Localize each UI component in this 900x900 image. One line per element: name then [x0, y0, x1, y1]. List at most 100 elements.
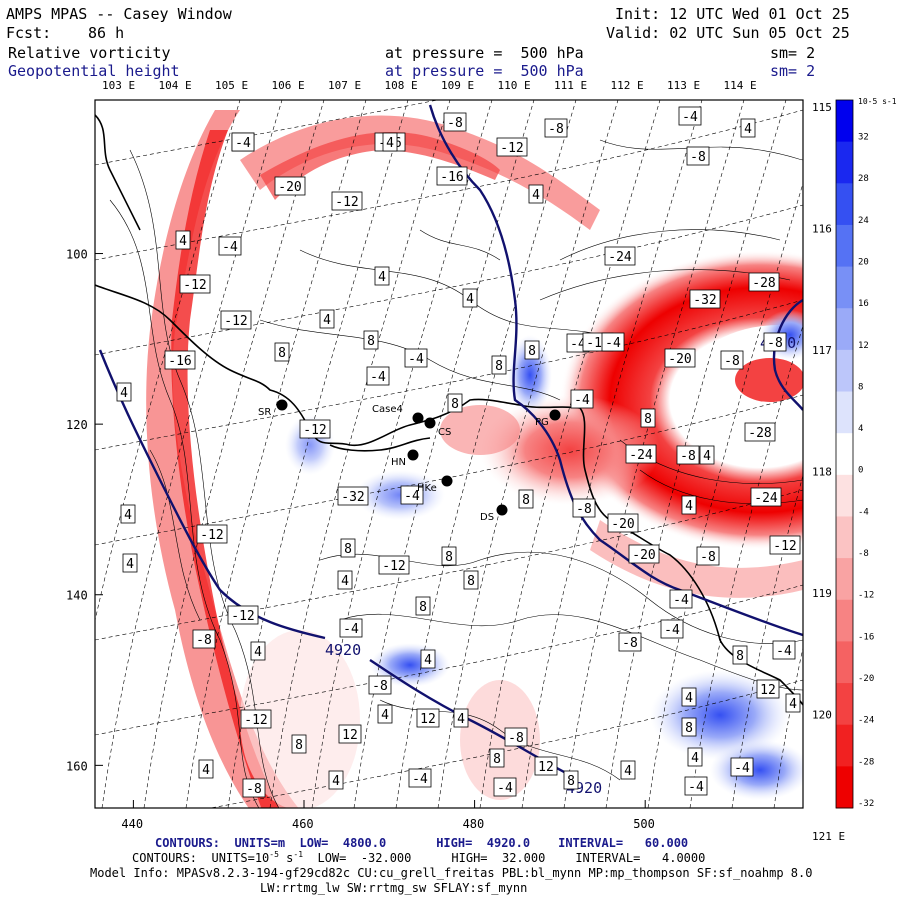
vorticity-label: 4	[377, 704, 393, 724]
vorticity-label-text: -4	[235, 136, 251, 151]
vorticity-label: 4	[681, 687, 697, 707]
y-tick-label: 100	[66, 248, 88, 262]
vorticity-label: 8	[447, 393, 463, 413]
vorticity-label-text: -12	[773, 539, 796, 554]
vorticity-label: -8	[443, 112, 467, 132]
colorbar-unit: 10-5 s-1	[858, 97, 897, 106]
vorticity-label-text: -4	[404, 489, 420, 504]
vorticity-label-text: 8	[367, 334, 375, 349]
vorticity-label-text: -8	[447, 116, 463, 131]
vorticity-label-text: -4	[497, 781, 513, 796]
vorticity-label: -12	[196, 524, 228, 544]
vorticity-label: 12	[416, 708, 440, 728]
top-longitude-label: 114 E	[724, 79, 757, 92]
vorticity-label: 4	[337, 570, 353, 590]
vorticity-label-text: 4	[744, 122, 752, 137]
y-tick-label: 160	[66, 759, 88, 773]
vorticity-label-text: -32	[693, 293, 716, 308]
vorticity-contour-info: CONTOURS: UNITS=10-5 s-1 LOW= -32.000 HIG…	[132, 850, 705, 865]
top-longitude-label: 113 E	[667, 79, 700, 92]
vorticity-label-text: -4	[570, 337, 586, 352]
vorticity-label: -12	[769, 535, 801, 555]
colorbar-tick-label: -16	[858, 632, 874, 642]
vorticity-label-text: 8	[451, 397, 459, 412]
vorticity-label-text: 12	[420, 712, 436, 727]
vorticity-label-text: -4	[343, 622, 359, 637]
vorticity-label: -12	[496, 137, 528, 157]
colorbar-swatch	[836, 308, 853, 351]
y-axis: 100 120 140 160	[66, 248, 103, 773]
top-longitude-label: 111 E	[554, 79, 587, 92]
vorticity-label-text: 4	[378, 270, 386, 285]
vorticity-contour-units: CONTOURS: UNITS=10	[132, 851, 270, 865]
vorticity-label: -20	[628, 544, 660, 564]
colorbar-tick-label: 12	[858, 341, 869, 351]
vorticity-label-text: 8	[528, 344, 536, 359]
vorticity-label: -24	[625, 444, 657, 464]
vorticity-label: 8	[463, 570, 479, 590]
vorticity-label: 8	[291, 734, 307, 754]
vorticity-contour-high: HIGH= 32.000	[451, 851, 546, 865]
forecast-hour: 86 h	[88, 24, 125, 42]
vorticity-label-text: 4	[120, 386, 128, 401]
vorticity-label-text: 4	[685, 499, 693, 514]
vorticity-label-text: 8	[419, 600, 427, 615]
station-label: PG	[535, 417, 549, 428]
vorticity-label-text: -12	[500, 141, 523, 156]
height-contour-west	[98, 349, 326, 640]
init-time: Init: 12 UTC Wed 01 Oct 25	[615, 5, 850, 23]
vorticity-label: -16	[164, 350, 196, 370]
vorticity-label-text: 4	[179, 234, 187, 249]
vorticity-label-text: -28	[752, 276, 775, 291]
vorticity-labels: -8 -16 -8 -12 -8 -4 4 -20 -16 -12 4 -8 4 -4 -24 4 4 -12 -1…	[116, 106, 801, 798]
colorbar-tick-label: -28	[858, 757, 874, 767]
vorticity-label-text: 4	[789, 697, 797, 712]
station-marker: PG	[535, 409, 561, 428]
vorticity-label: 4	[420, 649, 436, 669]
station-label: HKe	[417, 483, 437, 494]
vorticity-contour-interval: INTERVAL= 4.0000	[575, 851, 706, 865]
vorticity-label-text: -8	[724, 354, 740, 369]
vorticity-label: 8	[640, 408, 656, 428]
height-contour-info: CONTOURS: UNITS=m LOW= 4800.0 HIGH= 4920.…	[155, 836, 688, 850]
plot-frame	[94, 99, 804, 809]
colorbar-swatch	[836, 683, 853, 726]
colorbar-swatch	[836, 558, 853, 601]
colorbar-tick-label: 0	[858, 466, 863, 476]
vorticity-label: 4	[681, 495, 697, 515]
vorticity-label: -12	[299, 419, 331, 439]
vorticity-label-text: -8	[622, 636, 638, 651]
vorticity-label-text: 4	[424, 653, 432, 668]
vorticity-label: -4	[218, 236, 242, 256]
coastline	[95, 114, 803, 706]
vorticity-label: 4	[374, 266, 390, 286]
vorticity-label: -4	[730, 757, 754, 777]
vorticity-label: -8	[368, 675, 392, 695]
vorticity-label: 8	[681, 717, 697, 737]
vorticity-label-text: 8	[736, 649, 744, 664]
colorbar-swatch	[836, 266, 853, 309]
vorticity-label: 8	[441, 546, 457, 566]
colorbar-tick-label: -8	[858, 549, 869, 559]
stations: SR Case4 CS HN HKe DS PG	[258, 399, 561, 523]
colorbar-tick-label: 4	[858, 424, 863, 434]
vorticity-label-text: -4	[664, 623, 680, 638]
vorticity-label-text: 12	[342, 728, 358, 743]
vorticity-label-text: 8	[493, 752, 501, 767]
vorticity-label: 4	[620, 760, 636, 780]
vorticity-label: 8	[274, 342, 290, 362]
height-contour-units: CONTOURS: UNITS=m LOW= 4800.0	[155, 836, 387, 850]
field2-smoothing: sm= 2	[770, 62, 816, 80]
vorticity-label-text: 8	[344, 542, 352, 557]
vorticity-label: 4	[122, 553, 138, 573]
vorticity-label: -4	[339, 618, 363, 638]
vorticity-label-text: -32	[341, 490, 364, 505]
vorticity-label: -12	[220, 310, 252, 330]
vorticity-label: -8	[676, 445, 700, 465]
field2-name: Geopotential height	[8, 62, 180, 80]
colorbar-tick-label: -20	[858, 674, 874, 684]
vorticity-label-text: 4	[323, 313, 331, 328]
top-longitude-labels: 103 E 104 E 105 E 106 E 107 E 108 E 109 E 110 E…	[102, 79, 757, 92]
vorticity-label-text: -20	[632, 548, 655, 563]
